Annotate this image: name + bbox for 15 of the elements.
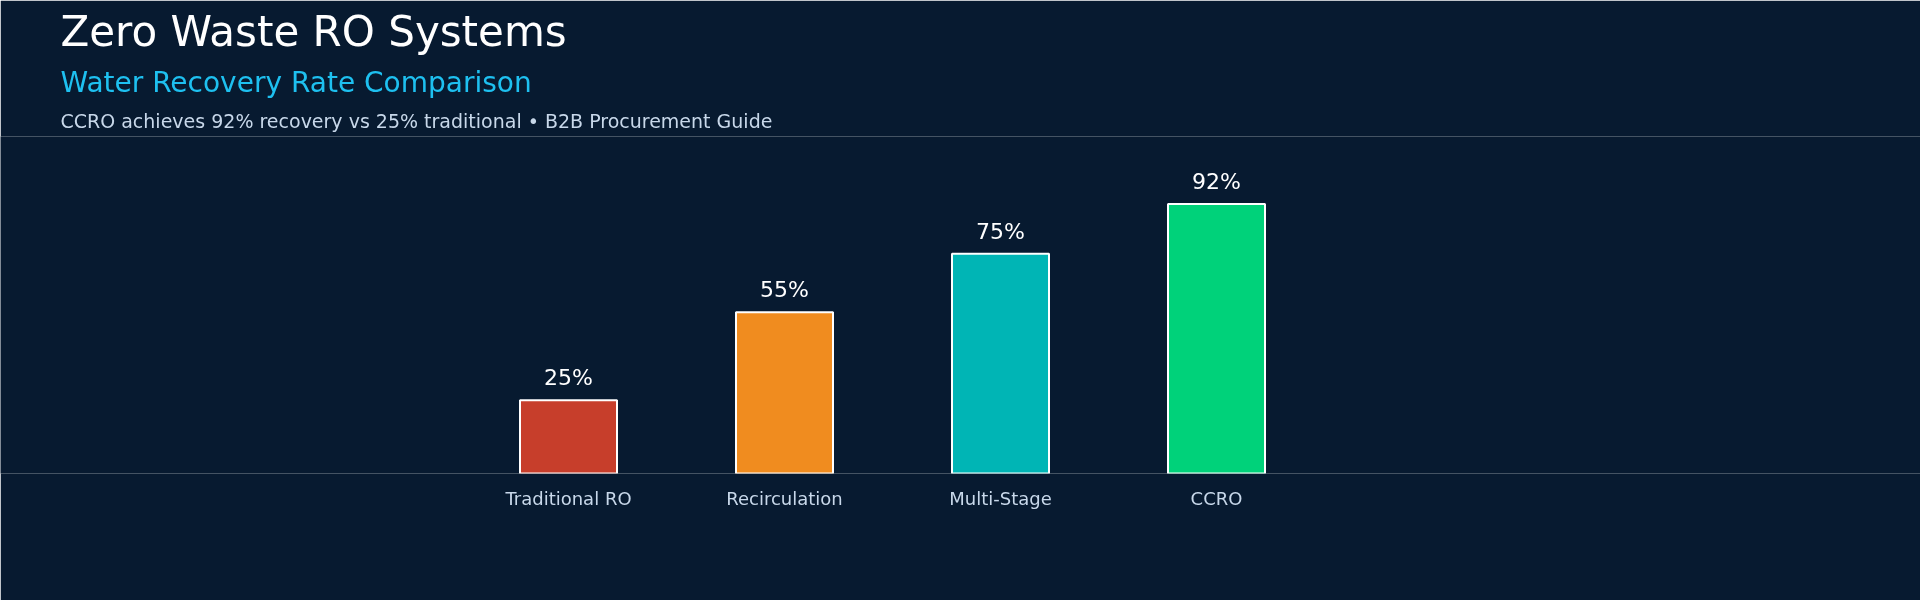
x-tick-label: Traditional RO (504, 487, 632, 509)
bar (1167, 202, 1266, 474)
x-tick-label: CCRO (1190, 487, 1243, 509)
data-label: 92% (1192, 168, 1241, 194)
x-tick-label: Recirculation (726, 487, 843, 509)
text: CCRO achieves 92% recovery vs 25% traditional • B2B Procurement Guide (60, 109, 773, 132)
data-label: 55% (760, 277, 809, 303)
bar (519, 399, 618, 474)
x-tick-label: Multi-Stage (949, 487, 1052, 509)
data-label: 75% (976, 218, 1025, 244)
bar (735, 311, 834, 474)
bar (951, 252, 1050, 474)
chart-subtitle: Water Recovery Rate Comparison (60, 65, 532, 99)
chart-title: Zero Waste RO Systems (60, 6, 567, 56)
data-label: 25% (544, 365, 593, 391)
